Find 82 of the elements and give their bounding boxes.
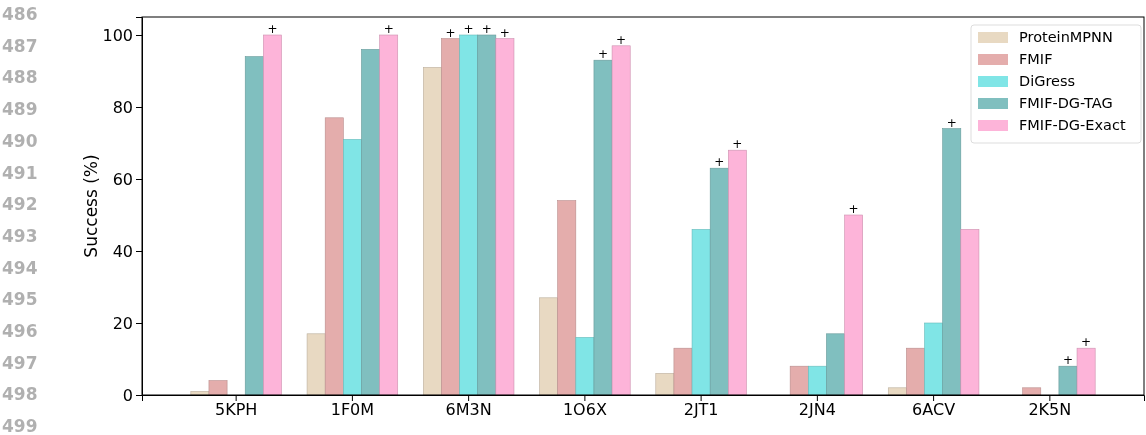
x-tick-label: 6M3N (445, 400, 492, 420)
data-label: + (1081, 335, 1092, 350)
bar (557, 200, 577, 396)
bar (263, 34, 282, 396)
legend-label: FMIF (1019, 51, 1053, 67)
text: 492 (2, 194, 38, 215)
bar (575, 337, 595, 396)
x-tick-label: 1O6X (562, 400, 607, 420)
bar (924, 322, 943, 396)
bar (1022, 387, 1042, 396)
legend-label: FMIF-DG-Exact (1019, 117, 1126, 133)
x-tick-label: 6ACV (912, 400, 956, 420)
y-tick-label: 100 (102, 25, 133, 45)
y-axis-title: Success (%) (81, 154, 101, 258)
x-tick-label: 2K5N (1028, 400, 1072, 420)
bar (324, 117, 344, 396)
bar (808, 365, 827, 396)
text: 487 (2, 35, 38, 56)
bar (960, 229, 980, 396)
bar (495, 38, 515, 396)
bar (611, 45, 631, 396)
data-label: + (267, 22, 278, 36)
data-label: + (499, 25, 510, 40)
legend-label: DiGress (1019, 73, 1076, 89)
data-label: + (463, 22, 474, 36)
text: 486 (2, 4, 38, 24)
bar (826, 333, 845, 396)
bar (343, 139, 362, 396)
legend-label: ProteinMPNN (1019, 29, 1113, 45)
bar (379, 34, 399, 396)
data-label: + (714, 155, 725, 170)
text: 490 (2, 130, 38, 151)
text: 497 (2, 352, 38, 373)
text: 494 (2, 257, 38, 278)
text: 489 (2, 99, 38, 120)
bar (1076, 347, 1096, 396)
data-label: + (481, 22, 492, 36)
y-tick-label: 20 (112, 313, 133, 333)
data-label: + (597, 47, 609, 62)
x-tick-label: 2JN4 (798, 400, 836, 420)
text: 499 (2, 416, 38, 435)
bar (906, 347, 925, 396)
bar (441, 38, 460, 396)
bar (244, 56, 264, 396)
text: 491 (2, 162, 38, 183)
y-tick-label: 80 (112, 97, 133, 117)
bar (942, 128, 962, 396)
data-label: + (445, 25, 456, 40)
text: 496 (2, 321, 38, 341)
bar (208, 380, 228, 396)
x-tick-label: 5KPH (214, 400, 258, 420)
data-label: + (616, 32, 627, 47)
bar (673, 347, 693, 396)
data-label: + (848, 202, 859, 216)
text: 498 (2, 384, 38, 405)
bar (728, 149, 747, 396)
bar (361, 49, 380, 396)
y-tick-label: 0 (122, 385, 133, 405)
bar (459, 34, 478, 396)
bar (423, 67, 442, 396)
bar (1058, 365, 1078, 396)
y-tick-label: 40 (112, 241, 133, 261)
bar (709, 167, 729, 396)
text: 495 (2, 289, 38, 310)
data-label: + (383, 22, 394, 36)
x-tick-label: 1F0M (330, 400, 375, 420)
y-tick-label: 60 (112, 169, 133, 189)
bar (539, 297, 558, 396)
bar (844, 214, 863, 396)
data-label: + (732, 137, 743, 152)
bar (477, 34, 497, 396)
legend-label: FMIF-DG-TAG (1019, 95, 1113, 111)
bar (306, 333, 326, 396)
x-tick-label: 2JT1 (683, 400, 719, 420)
bar (655, 373, 675, 396)
bar (593, 59, 613, 396)
bar (691, 229, 711, 396)
text: 488 (2, 67, 38, 88)
bar (789, 365, 809, 396)
text: 493 (2, 225, 38, 246)
data-label: + (1062, 353, 1074, 368)
data-label: + (946, 115, 957, 130)
